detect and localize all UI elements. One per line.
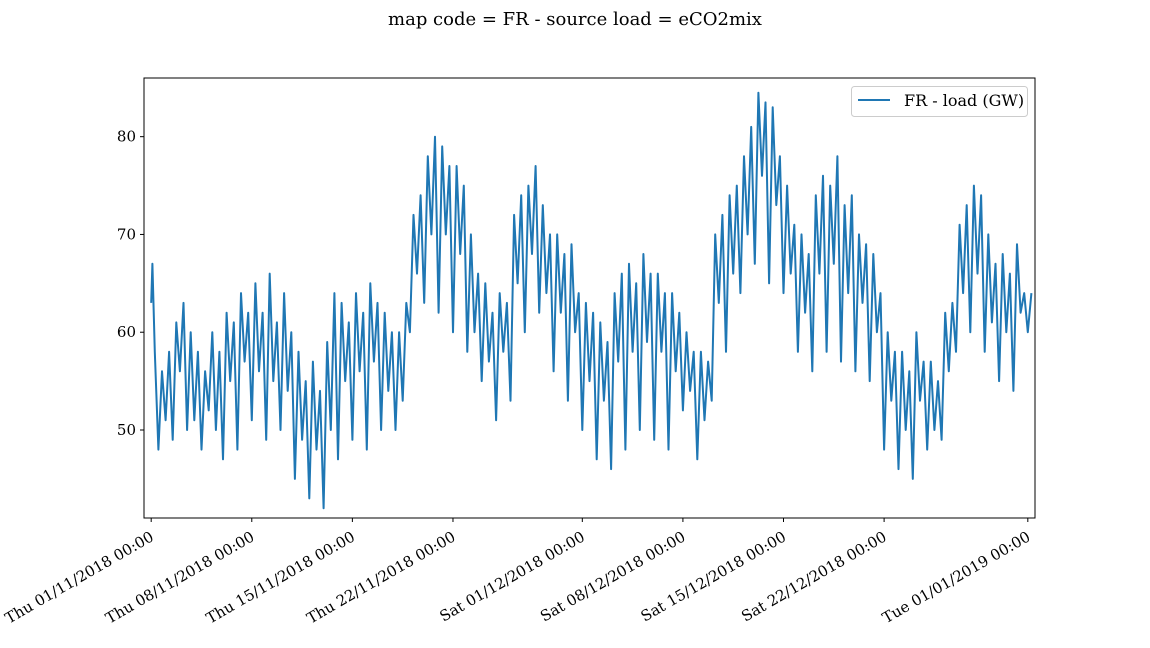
legend: FR - load (GW) bbox=[851, 86, 1028, 117]
legend-label: FR - load (GW) bbox=[904, 91, 1024, 110]
y-axis: 50 60 70 80 bbox=[117, 128, 144, 439]
y-tick-label: 60 bbox=[117, 323, 136, 341]
y-tick-label: 80 bbox=[117, 128, 136, 146]
axes-frame bbox=[143, 77, 1036, 519]
y-tick-label: 50 bbox=[117, 421, 136, 439]
y-tick-label: 70 bbox=[117, 225, 136, 243]
chart-title: map code = FR - source load = eCO2mix bbox=[388, 9, 762, 30]
legend-frame bbox=[851, 86, 1028, 117]
series-layer bbox=[150, 91, 1033, 510]
series-line-0 bbox=[150, 91, 1033, 510]
x-tick-label: Tue 01/01/2019 00:00 bbox=[879, 528, 1033, 627]
